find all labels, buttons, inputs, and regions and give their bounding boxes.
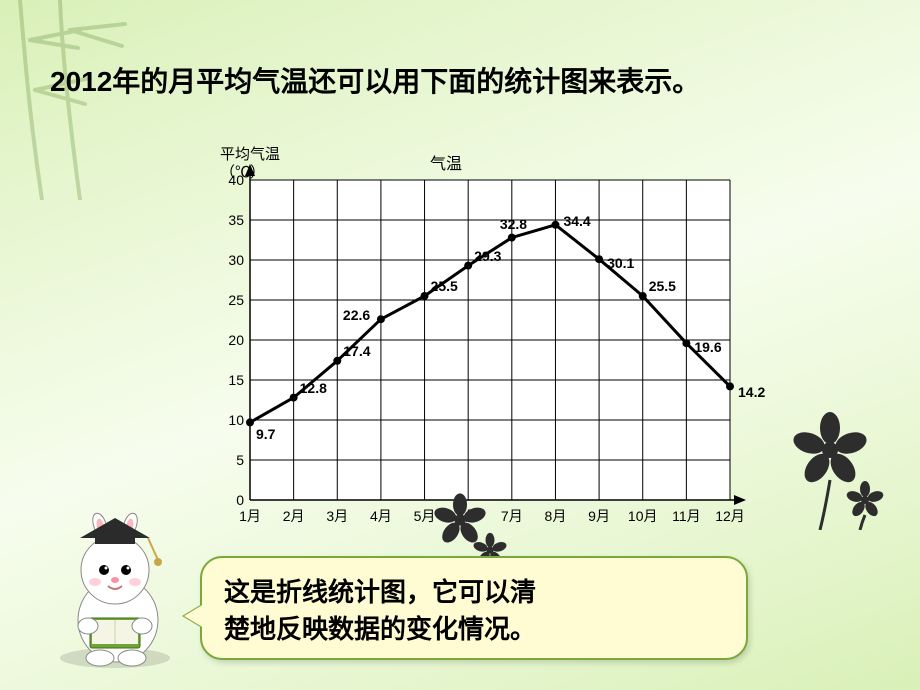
bubble-line1: 这是折线统计图，它可以清 bbox=[224, 577, 536, 607]
data-label: 14.2 bbox=[738, 384, 765, 400]
speech-bubble: 这是折线统计图，它可以清 楚地反映数据的变化情况。 bbox=[200, 556, 748, 660]
x-tick-label: 11月 bbox=[672, 506, 701, 526]
temperature-line-chart: 平均气温 （℃） 气温 1月2月3月4月5月6月7月8月9月10月11月12月 … bbox=[200, 140, 760, 540]
data-label: 12.8 bbox=[300, 380, 327, 396]
data-label: 22.6 bbox=[343, 307, 370, 323]
data-label: 17.4 bbox=[343, 343, 370, 359]
rabbit-mascot bbox=[40, 500, 190, 670]
title-text: 2012年的月平均气温还可以用下面的统计图来表示。 bbox=[50, 66, 700, 97]
x-tick-label: 4月 bbox=[370, 506, 392, 526]
y-tick-label: 35 bbox=[222, 212, 244, 228]
y-tick-label: 10 bbox=[222, 412, 244, 428]
y-tick-label: 15 bbox=[222, 372, 244, 388]
flower-deco-right bbox=[770, 400, 890, 530]
page-title: 2012年的月平均气温还可以用下面的统计图来表示。 bbox=[50, 60, 880, 100]
data-label: 25.5 bbox=[649, 278, 676, 294]
x-tick-label: 10月 bbox=[628, 506, 658, 526]
x-tick-label: 9月 bbox=[588, 506, 610, 526]
x-tick-label: 1月 bbox=[239, 506, 261, 526]
data-label: 25.5 bbox=[431, 278, 458, 294]
y-tick-label: 20 bbox=[222, 332, 244, 348]
y-tick-label: 30 bbox=[222, 252, 244, 268]
x-tick-label: 5月 bbox=[414, 506, 436, 526]
data-label: 29.3 bbox=[474, 248, 501, 264]
x-tick-label: 3月 bbox=[326, 506, 348, 526]
x-tick-label: 8月 bbox=[545, 506, 567, 526]
x-tick-label: 7月 bbox=[501, 506, 523, 526]
chart-svg bbox=[200, 140, 760, 540]
data-label: 34.4 bbox=[563, 213, 590, 229]
x-tick-label: 6月 bbox=[457, 506, 479, 526]
x-tick-label: 2月 bbox=[283, 506, 305, 526]
data-label: 30.1 bbox=[607, 255, 634, 271]
data-label: 19.6 bbox=[694, 339, 721, 355]
x-tick-label: 12月 bbox=[715, 506, 745, 526]
y-tick-label: 0 bbox=[222, 492, 244, 508]
y-tick-label: 5 bbox=[222, 452, 244, 468]
data-label: 32.8 bbox=[500, 216, 527, 232]
bubble-line2: 楚地反映数据的变化情况。 bbox=[224, 614, 536, 644]
chart-top-label: 气温 bbox=[430, 150, 462, 174]
data-label: 9.7 bbox=[256, 426, 275, 442]
y-tick-label: 25 bbox=[222, 292, 244, 308]
y-tick-label: 40 bbox=[222, 172, 244, 188]
